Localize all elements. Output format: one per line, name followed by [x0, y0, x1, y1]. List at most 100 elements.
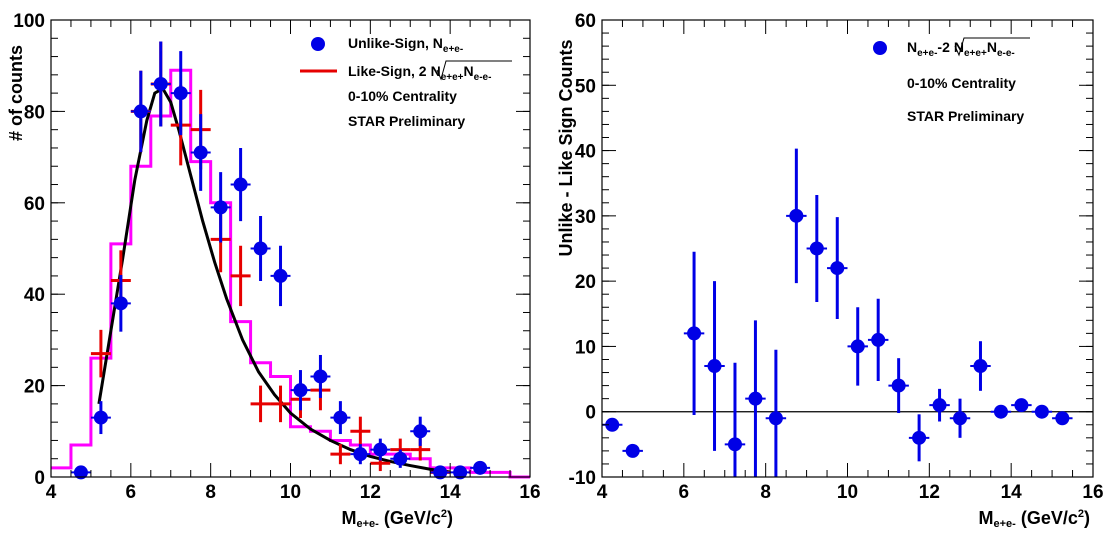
unlike-sign-point	[410, 416, 431, 446]
unlike-sign-point	[190, 114, 211, 191]
unlike-sign-point	[310, 354, 331, 398]
unlike-sign-marker	[153, 76, 168, 91]
difference-point	[867, 298, 889, 382]
x-tick-label: 8	[760, 482, 771, 503]
unlike-sign-point	[450, 465, 471, 480]
unlike-sign-point	[470, 460, 491, 475]
difference-point	[724, 362, 746, 477]
difference-marker	[1055, 411, 1070, 426]
unlike-sign-marker	[193, 145, 208, 160]
left-y-axis-title: # of counts	[6, 45, 26, 141]
legend-note-centrality: 0-10% Centrality	[348, 88, 457, 104]
unlike-sign-point	[370, 438, 391, 461]
difference-marker	[912, 430, 927, 445]
y-tick-label: 100	[13, 11, 45, 32]
y-tick-label: 0	[585, 403, 596, 424]
x-tick-label: 6	[126, 482, 137, 503]
legend-note-star: STAR Preliminary	[348, 113, 465, 129]
unlike-sign-point	[110, 275, 131, 332]
unlike-sign-marker	[273, 268, 288, 283]
unlike-sign-point	[90, 401, 111, 435]
legend-note-centrality-right: 0-10% Centrality	[907, 75, 1016, 91]
unlike-sign-point	[290, 370, 311, 411]
y-tick-label: 50	[575, 76, 596, 97]
unlike-sign-marker	[133, 104, 148, 119]
difference-point	[806, 194, 828, 303]
unlike-sign-point	[150, 41, 171, 127]
legend-sqrt-sign	[436, 60, 512, 81]
unlike-sign-marker	[333, 410, 348, 425]
difference-marker	[973, 359, 988, 374]
unlike-sign-marker	[113, 296, 128, 311]
left-histogram	[51, 68, 530, 479]
unlike-sign-marker	[453, 465, 468, 480]
y-tick-label: -10	[569, 468, 596, 489]
left-axis-ticks: 4 6 8 10 12 14 16 0 20 40 60 80 100	[13, 11, 540, 503]
unlike-sign-marker	[213, 200, 228, 215]
legend-sqrt-sign-right	[954, 37, 1030, 57]
right-axis-ticks: 4 6 8 10 12 14 16 -10 0 10 20 30 40 50 60	[569, 11, 1104, 503]
unlike-sign-marker	[473, 460, 488, 475]
difference-point	[704, 281, 725, 451]
difference-point	[847, 307, 868, 386]
difference-point	[970, 341, 991, 391]
legend-note-star-right: STAR Preliminary	[907, 108, 1024, 124]
x-tick-label: 14	[1001, 482, 1023, 503]
unlike-sign-point	[430, 465, 451, 480]
difference-point	[1031, 404, 1053, 419]
left-legend: Unlike-Sign, Ne+e- Like-Sign, 2 Ne+e+Ne-e…	[300, 35, 512, 129]
difference-marker	[1034, 404, 1049, 419]
y-tick-label: 40	[575, 142, 596, 163]
difference-point	[908, 414, 930, 462]
like-sign-point	[250, 385, 271, 423]
difference-marker	[789, 208, 804, 223]
difference-point	[745, 320, 766, 477]
y-tick-label: 60	[24, 194, 45, 215]
fit-curve	[97, 86, 451, 474]
right-legend: Ne+e--2 Ne+e+Ne-e- 0-10% Centrality STAR …	[873, 37, 1030, 124]
histogram-step	[51, 68, 530, 479]
y-tick-label: 0	[34, 468, 45, 489]
y-tick-label: 60	[575, 11, 596, 32]
unlike-sign-point	[270, 245, 291, 307]
difference-point	[888, 358, 909, 414]
left-panel: 4 6 8 10 12 14 16 0 20 40 60 80 100 # of counts Me+e…	[6, 11, 541, 530]
right-y-axis-title: Unlike - Like Sign Counts	[556, 39, 576, 256]
x-tick-label: 16	[1082, 482, 1103, 503]
unlike-sign-point	[170, 51, 191, 136]
difference-marker	[748, 391, 763, 406]
unlike-sign-marker	[373, 442, 388, 457]
legend-marker-unlike	[311, 37, 325, 51]
legend-label-like: Like-Sign, 2 Ne+e+Ne-e-	[348, 63, 491, 83]
x-tick-label: 10	[837, 482, 858, 503]
left-fit-curve	[97, 86, 451, 474]
unlike-sign-marker	[313, 369, 328, 384]
difference-marker	[687, 326, 702, 341]
legend-label-difference: Ne+e--2 Ne+e+Ne-e-	[907, 39, 1015, 59]
unlike-sign-marker	[393, 451, 408, 466]
difference-marker	[707, 359, 722, 374]
difference-marker	[1014, 398, 1029, 413]
unlike-sign-marker	[353, 447, 368, 462]
like-sign-point	[350, 416, 371, 446]
right-panel: 4 6 8 10 12 14 16 -10 0 10 20 30 40 50 60 Unlike - Lik…	[556, 11, 1104, 530]
unlike-sign-marker	[413, 424, 428, 439]
difference-marker	[993, 404, 1008, 419]
x-tick-label: 12	[360, 482, 381, 503]
y-tick-label: 80	[24, 102, 45, 123]
x-tick-label: 6	[679, 482, 690, 503]
legend-marker-difference	[873, 41, 887, 55]
difference-marker	[932, 398, 947, 413]
difference-marker	[850, 339, 865, 354]
x-tick-label: 4	[46, 482, 57, 503]
difference-point	[1011, 398, 1032, 413]
unlike-sign-point	[350, 444, 371, 465]
difference-marker	[871, 332, 886, 347]
like-sign-point	[330, 444, 351, 465]
difference-marker	[830, 261, 845, 276]
difference-marker	[953, 411, 968, 426]
difference-point	[990, 404, 1012, 419]
unlike-sign-marker	[433, 465, 448, 480]
difference-point	[786, 148, 807, 284]
